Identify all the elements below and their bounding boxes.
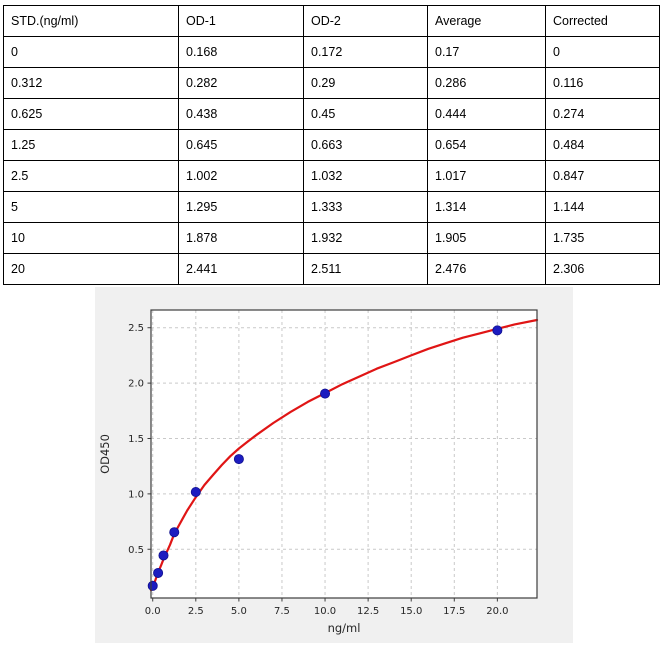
standard-curve-chart: 0.0 2.5 5.0 7.5 10.0 12.5 15.0 17.5 20.0 0.5 1.0 1.… bbox=[98, 309, 539, 635]
table-cell: 1.878 bbox=[178, 222, 304, 254]
table-header-cell: Corrected bbox=[545, 5, 660, 37]
data-point bbox=[190, 486, 201, 497]
table-header-cell: OD-1 bbox=[178, 5, 304, 37]
table-cell: 0.625 bbox=[3, 98, 179, 130]
table-cell: 0.282 bbox=[178, 67, 304, 99]
table-cell: 2.306 bbox=[545, 253, 660, 285]
table-header-row: STD.(ng/ml) OD-1 OD-2 Average Corrected bbox=[3, 5, 660, 37]
table-cell: 1.333 bbox=[303, 191, 428, 223]
table-row: 0.625 0.438 0.45 0.444 0.274 bbox=[3, 98, 660, 130]
table-cell: 0.312 bbox=[3, 67, 179, 99]
data-point bbox=[169, 527, 180, 538]
table-cell: 0 bbox=[545, 36, 660, 68]
table-cell: 1.314 bbox=[427, 191, 546, 223]
y-axis-label: OD450 bbox=[98, 434, 112, 474]
standards-table: STD.(ng/ml) OD-1 OD-2 Average Corrected 0 0.16… bbox=[3, 5, 660, 285]
table-cell: 0.286 bbox=[427, 67, 546, 99]
table-cell: 0.645 bbox=[178, 129, 304, 161]
y-tick-label: 1.5 bbox=[128, 434, 144, 445]
table-cell: 1.032 bbox=[303, 160, 428, 192]
table-cell: 0.274 bbox=[545, 98, 660, 130]
table-cell: 0.168 bbox=[178, 36, 304, 68]
table-cell: 0 bbox=[3, 36, 179, 68]
y-tick-label: 1.0 bbox=[128, 489, 144, 500]
table-cell: 5 bbox=[3, 191, 179, 223]
table-cell: 1.002 bbox=[178, 160, 304, 192]
x-tick-label: 0.0 bbox=[145, 606, 161, 617]
y-tick-label: 2.0 bbox=[128, 379, 144, 390]
table-header-cell: STD.(ng/ml) bbox=[3, 5, 179, 37]
x-tick-label: 7.5 bbox=[274, 606, 290, 617]
table-cell: 10 bbox=[3, 222, 179, 254]
table-cell: 0.663 bbox=[303, 129, 428, 161]
table-cell: 1.932 bbox=[303, 222, 428, 254]
table-header-cell: OD-2 bbox=[303, 5, 428, 37]
table-cell: 0.45 bbox=[303, 98, 428, 130]
x-tick-label: 20.0 bbox=[486, 606, 508, 617]
table-row: 2.5 1.002 1.032 1.017 0.847 bbox=[3, 160, 660, 192]
x-tick-label: 17.5 bbox=[443, 606, 465, 617]
x-tick-label: 5.0 bbox=[231, 606, 247, 617]
table-header-cell: Average bbox=[427, 5, 546, 37]
y-tick-label: 2.5 bbox=[128, 323, 144, 334]
x-axis-label: ng/ml bbox=[328, 621, 361, 635]
table-cell: 0.847 bbox=[545, 160, 660, 192]
table-cell: 0.484 bbox=[545, 129, 660, 161]
table-cell: 0.29 bbox=[303, 67, 428, 99]
data-point bbox=[147, 580, 158, 591]
table-cell: 2.441 bbox=[178, 253, 304, 285]
y-tick-label: 0.5 bbox=[128, 545, 144, 556]
table-row: 0 0.168 0.172 0.17 0 bbox=[3, 36, 660, 68]
table-cell: 0.172 bbox=[303, 36, 428, 68]
table-cell: 2.476 bbox=[427, 253, 546, 285]
standard-curve-figure: 0.0 2.5 5.0 7.5 10.0 12.5 15.0 17.5 20.0 0.5 1.0 1.… bbox=[95, 287, 573, 643]
table-cell: 1.735 bbox=[545, 222, 660, 254]
table-cell: 20 bbox=[3, 253, 179, 285]
table-cell: 1.017 bbox=[427, 160, 546, 192]
table-cell: 1.905 bbox=[427, 222, 546, 254]
table-row: 10 1.878 1.932 1.905 1.735 bbox=[3, 222, 660, 254]
table-cell: 0.17 bbox=[427, 36, 546, 68]
data-point bbox=[492, 325, 503, 336]
table-cell: 1.25 bbox=[3, 129, 179, 161]
data-point bbox=[153, 567, 164, 578]
x-tick-label: 12.5 bbox=[357, 606, 379, 617]
data-point bbox=[233, 454, 244, 465]
axes-frame bbox=[150, 309, 538, 599]
table-cell: 0.438 bbox=[178, 98, 304, 130]
x-tick-label: 15.0 bbox=[400, 606, 422, 617]
table-cell: 1.144 bbox=[545, 191, 660, 223]
table-row: 20 2.441 2.511 2.476 2.306 bbox=[3, 253, 660, 285]
data-point bbox=[320, 388, 331, 399]
table-cell: 0.444 bbox=[427, 98, 546, 130]
table-row: 1.25 0.645 0.663 0.654 0.484 bbox=[3, 129, 660, 161]
table-cell: 0.116 bbox=[545, 67, 660, 99]
table-cell: 2.5 bbox=[3, 160, 179, 192]
x-tick-label: 2.5 bbox=[188, 606, 204, 617]
table-cell: 2.511 bbox=[303, 253, 428, 285]
plot-area bbox=[151, 310, 537, 598]
x-tick-label: 10.0 bbox=[314, 606, 336, 617]
table-row: 0.312 0.282 0.29 0.286 0.116 bbox=[3, 67, 660, 99]
data-point bbox=[158, 550, 169, 561]
table-cell: 1.295 bbox=[178, 191, 304, 223]
table-cell: 0.654 bbox=[427, 129, 546, 161]
table-row: 5 1.295 1.333 1.314 1.144 bbox=[3, 191, 660, 223]
